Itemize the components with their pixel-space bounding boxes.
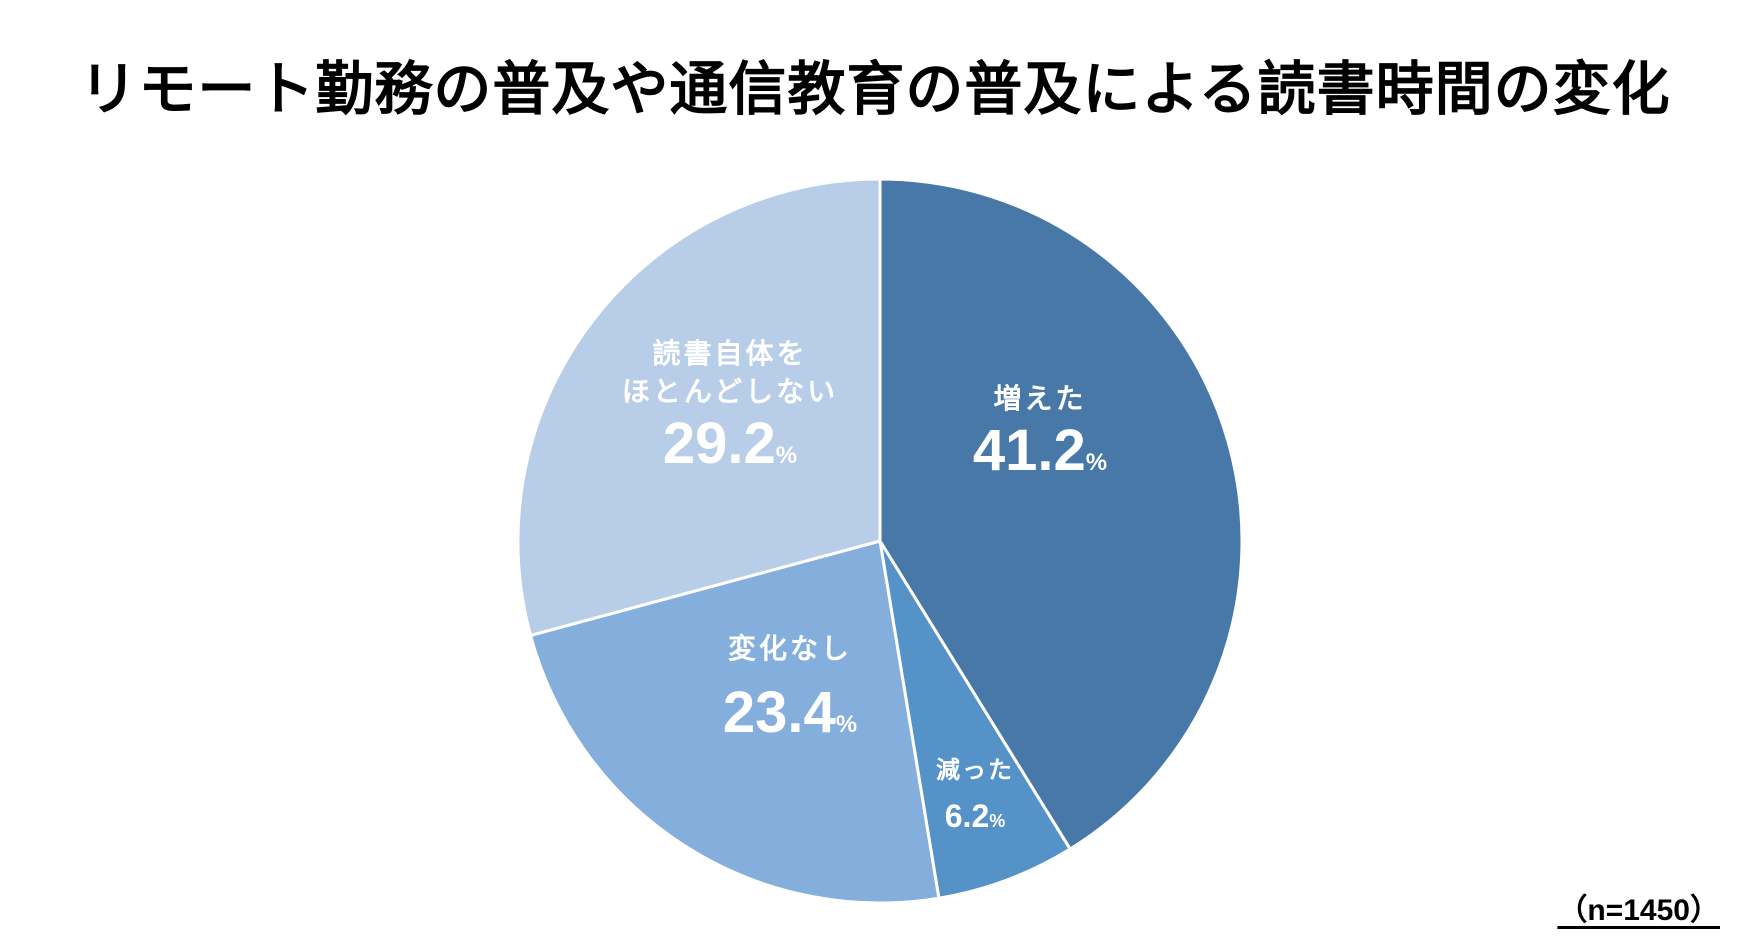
sample-size-note: （n=1450） bbox=[1557, 894, 1720, 927]
label-no-reading: 読書自体を ほとんどしない 29.2% bbox=[600, 335, 860, 489]
label-name: 読書自体を bbox=[652, 338, 808, 369]
label-value: 23.4% bbox=[722, 680, 858, 745]
label-value: 41.2% bbox=[972, 418, 1108, 483]
label-decreased: 減った 6.2% bbox=[920, 752, 1030, 841]
label-no-change: 変化なし 23.4% bbox=[700, 630, 880, 758]
label-name: ほとんどしない bbox=[621, 376, 839, 407]
pie-slice bbox=[528, 539, 941, 905]
pie-slice bbox=[878, 177, 1244, 852]
label-name: 増えた bbox=[993, 383, 1087, 414]
label-name: 変化なし bbox=[727, 633, 852, 664]
pie-slice bbox=[878, 540, 1073, 900]
label-value: 29.2% bbox=[662, 411, 798, 476]
pie-slice bbox=[516, 177, 882, 638]
pie-slices bbox=[516, 177, 1244, 905]
label-name: 減った bbox=[936, 757, 1014, 784]
label-value: 6.2% bbox=[944, 798, 1006, 834]
chart-title: リモート勤務の普及や通信教育の普及による読書時間の変化 bbox=[79, 55, 1671, 123]
label-increased: 増えた 41.2% bbox=[960, 380, 1120, 496]
